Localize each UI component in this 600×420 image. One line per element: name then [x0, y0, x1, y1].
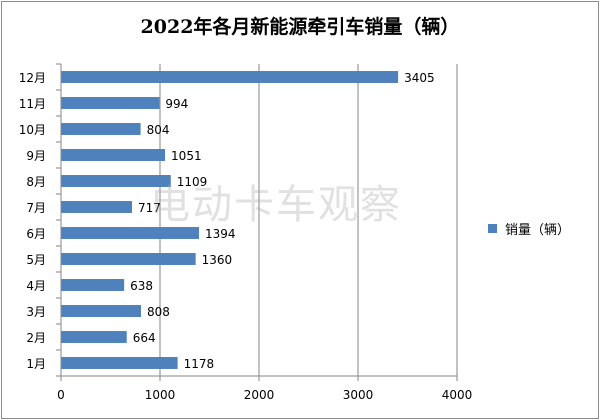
bar-2月	[61, 331, 127, 343]
bar-6月	[61, 227, 200, 239]
bar-5月	[61, 253, 196, 265]
bar-12月	[61, 71, 399, 83]
y-tick-label: 5月	[26, 253, 46, 267]
x-tick-label: 3000	[343, 388, 374, 402]
data-label: 1051	[171, 149, 202, 163]
bar-8月	[61, 175, 171, 187]
data-label: 1360	[202, 253, 233, 267]
y-tick-label: 7月	[26, 201, 46, 215]
y-tick-label: 1月	[26, 357, 46, 371]
data-label: 1394	[205, 227, 236, 241]
y-tick-label: 6月	[26, 227, 46, 241]
y-tick-label: 2月	[26, 331, 46, 345]
data-label: 804	[147, 123, 170, 137]
x-tick-label: 4000	[442, 388, 473, 402]
bar-3月	[61, 305, 141, 317]
y-tick-label: 10月	[19, 123, 46, 137]
bar-10月	[61, 123, 141, 135]
bar-1月	[61, 357, 178, 369]
bar-9月	[61, 149, 166, 161]
bar-4月	[61, 279, 125, 291]
data-label: 638	[130, 279, 153, 293]
data-label: 3405	[404, 71, 435, 85]
y-tick-label: 11月	[19, 97, 46, 111]
bar-7月	[61, 201, 132, 213]
data-label: 1109	[177, 175, 208, 189]
y-tick-label: 8月	[26, 175, 46, 189]
data-label: 1178	[184, 357, 215, 371]
chart-title: 2022年各月新能源牵引车销量（辆）	[140, 16, 460, 38]
legend: 销量（辆）	[488, 219, 570, 238]
x-tick-label: 0	[57, 388, 65, 402]
y-tick-label: 12月	[19, 71, 46, 85]
axes: 0 1000 2000 3000 4000 1月 2月 3月 4月 5月 6月 7月 8月 9月 10月 11…	[19, 63, 473, 402]
bar-11月	[61, 97, 160, 109]
legend-label: 销量（辆）	[505, 223, 571, 238]
gridlines	[159, 64, 458, 376]
data-label: 717	[138, 201, 161, 215]
y-tick-label: 9月	[26, 149, 46, 163]
x-tick-label: 2000	[244, 388, 275, 402]
y-tick-label: 4月	[26, 279, 46, 293]
x-tick-label: 1000	[145, 388, 176, 402]
watermark-text: 电动卡车观察	[150, 182, 402, 228]
data-label: 664	[133, 331, 156, 345]
y-tick-label: 3月	[26, 305, 46, 319]
data-label: 808	[147, 305, 170, 319]
legend-swatch	[488, 224, 497, 233]
data-label: 994	[165, 97, 188, 111]
